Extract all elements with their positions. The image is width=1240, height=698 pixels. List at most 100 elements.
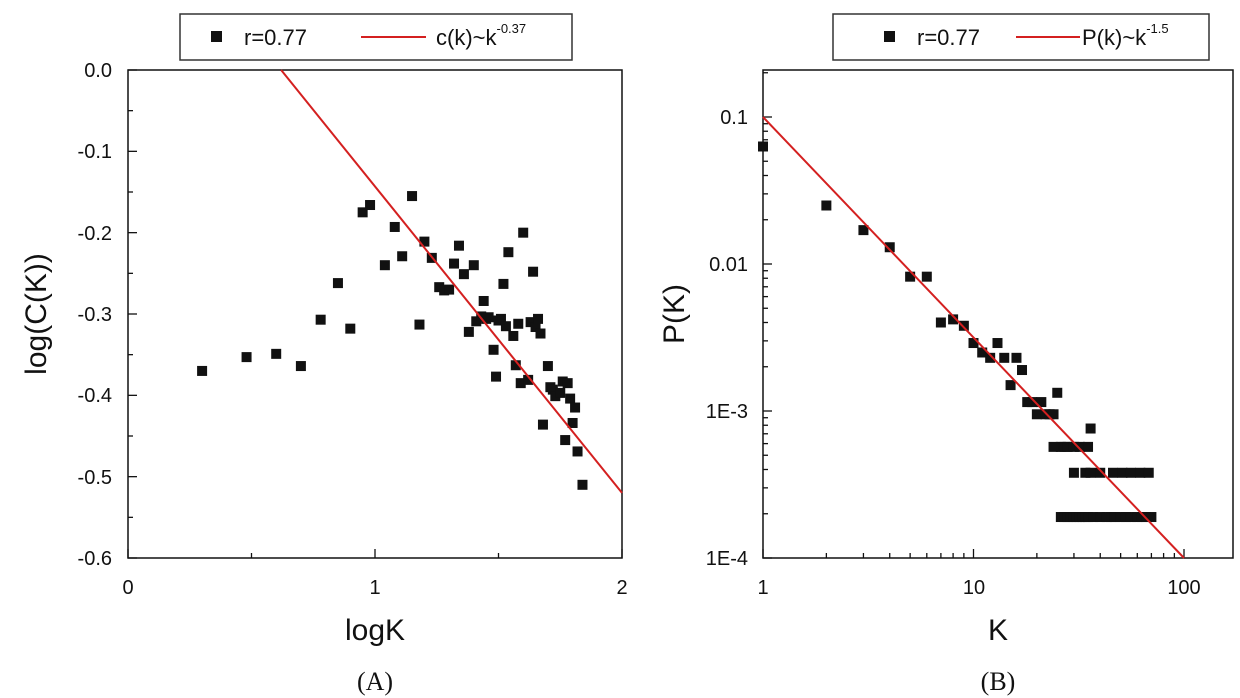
data-point bbox=[1083, 441, 1094, 452]
y-tick-label: 1E-4 bbox=[706, 548, 748, 570]
data-point bbox=[958, 320, 969, 331]
data-point bbox=[572, 446, 583, 457]
data-point bbox=[483, 312, 494, 323]
data-point bbox=[1068, 467, 1079, 478]
legend-a: r=0.77 c(k)~k-0.37 bbox=[179, 13, 573, 61]
data-point bbox=[513, 318, 524, 329]
data-point bbox=[570, 402, 581, 413]
data-point bbox=[530, 322, 541, 333]
data-point bbox=[758, 141, 768, 152]
data-point bbox=[1125, 512, 1136, 523]
data-point bbox=[1048, 409, 1059, 420]
data-point bbox=[565, 393, 576, 404]
data-point bbox=[935, 317, 946, 328]
data-layer-b bbox=[758, 116, 1185, 559]
data-point bbox=[1005, 380, 1016, 391]
data-point bbox=[500, 321, 511, 332]
data-layer-a bbox=[197, 69, 623, 494]
data-point bbox=[503, 247, 514, 258]
data-point bbox=[1062, 441, 1073, 452]
data-point bbox=[562, 378, 573, 389]
data-point bbox=[542, 361, 553, 372]
y-axis-label-b: P(K) bbox=[658, 284, 691, 344]
data-point bbox=[1052, 387, 1063, 398]
data-point bbox=[537, 419, 548, 430]
data-point bbox=[560, 435, 571, 446]
data-point bbox=[241, 352, 252, 363]
data-point bbox=[1085, 423, 1096, 434]
data-point bbox=[985, 352, 996, 363]
axis-ticks-a bbox=[127, 69, 623, 559]
data-point bbox=[295, 361, 306, 372]
x-tick-label: 2 bbox=[616, 577, 627, 599]
data-point bbox=[1125, 467, 1136, 478]
fit-line bbox=[280, 69, 623, 494]
y-tick-label: -0.4 bbox=[78, 385, 112, 407]
data-point bbox=[555, 387, 566, 398]
data-point bbox=[858, 225, 869, 236]
data-point bbox=[1120, 512, 1131, 523]
data-point bbox=[1088, 512, 1099, 523]
y-tick-label: -0.1 bbox=[78, 141, 112, 163]
data-point bbox=[468, 260, 479, 271]
data-point bbox=[345, 323, 356, 334]
y-tick-label: 0.0 bbox=[84, 60, 112, 82]
data-point bbox=[414, 319, 425, 330]
panel-a: r=0.77 c(k)~k-0.37 0.0 -0.1 -0.2 -0.3 -0… bbox=[20, 13, 628, 696]
y-tick-label: -0.5 bbox=[78, 467, 112, 489]
data-point bbox=[1031, 409, 1042, 420]
data-point bbox=[567, 417, 578, 428]
legend-b-fit-label: P(k)~k-1.5 bbox=[1082, 21, 1169, 50]
data-point bbox=[197, 365, 208, 376]
fit-line bbox=[762, 116, 1185, 559]
data-point bbox=[535, 328, 546, 339]
data-point bbox=[528, 266, 539, 277]
data-point bbox=[498, 278, 509, 289]
data-point bbox=[491, 371, 502, 382]
data-point bbox=[508, 330, 519, 341]
legend-a-fit-label: c(k)~k-0.37 bbox=[436, 21, 526, 50]
data-point bbox=[884, 242, 895, 253]
panel-label-b: (B) bbox=[981, 667, 1016, 696]
legend-a-scatter-label: r=0.77 bbox=[244, 25, 307, 50]
data-point bbox=[419, 236, 430, 247]
data-point bbox=[449, 258, 460, 269]
data-point bbox=[533, 313, 544, 324]
data-point bbox=[1068, 441, 1079, 452]
y-tick-label: 0.1 bbox=[720, 107, 748, 129]
data-point bbox=[444, 284, 455, 295]
data-point bbox=[488, 344, 499, 355]
data-point bbox=[453, 240, 464, 251]
data-point bbox=[1146, 512, 1157, 523]
data-point bbox=[1085, 467, 1096, 478]
data-point bbox=[1048, 441, 1059, 452]
data-point bbox=[365, 200, 376, 211]
data-point bbox=[407, 191, 418, 202]
axis-ticks-b bbox=[762, 72, 1185, 559]
data-point bbox=[518, 227, 529, 238]
x-tick-label: 1 bbox=[369, 577, 380, 599]
data-point bbox=[271, 348, 282, 359]
data-point bbox=[478, 295, 489, 306]
data-point bbox=[1095, 512, 1106, 523]
x-axis-label-a: logK bbox=[345, 614, 405, 647]
panel-label-a: (A) bbox=[357, 667, 393, 696]
data-point bbox=[357, 207, 368, 218]
data-point bbox=[547, 384, 558, 395]
data-point bbox=[1115, 512, 1126, 523]
plot-frame-b bbox=[762, 69, 1234, 559]
data-point bbox=[1083, 512, 1094, 523]
data-point bbox=[458, 269, 469, 280]
data-point bbox=[463, 326, 474, 337]
data-point bbox=[968, 338, 979, 349]
y-tick-label: 1E-3 bbox=[706, 401, 748, 423]
data-point bbox=[1074, 441, 1085, 452]
data-point bbox=[977, 347, 988, 358]
data-point bbox=[577, 479, 588, 490]
data-point bbox=[389, 221, 400, 232]
data-point bbox=[1108, 467, 1119, 478]
plot-frame-a bbox=[127, 69, 623, 559]
data-point bbox=[948, 314, 959, 325]
data-point bbox=[515, 378, 526, 389]
